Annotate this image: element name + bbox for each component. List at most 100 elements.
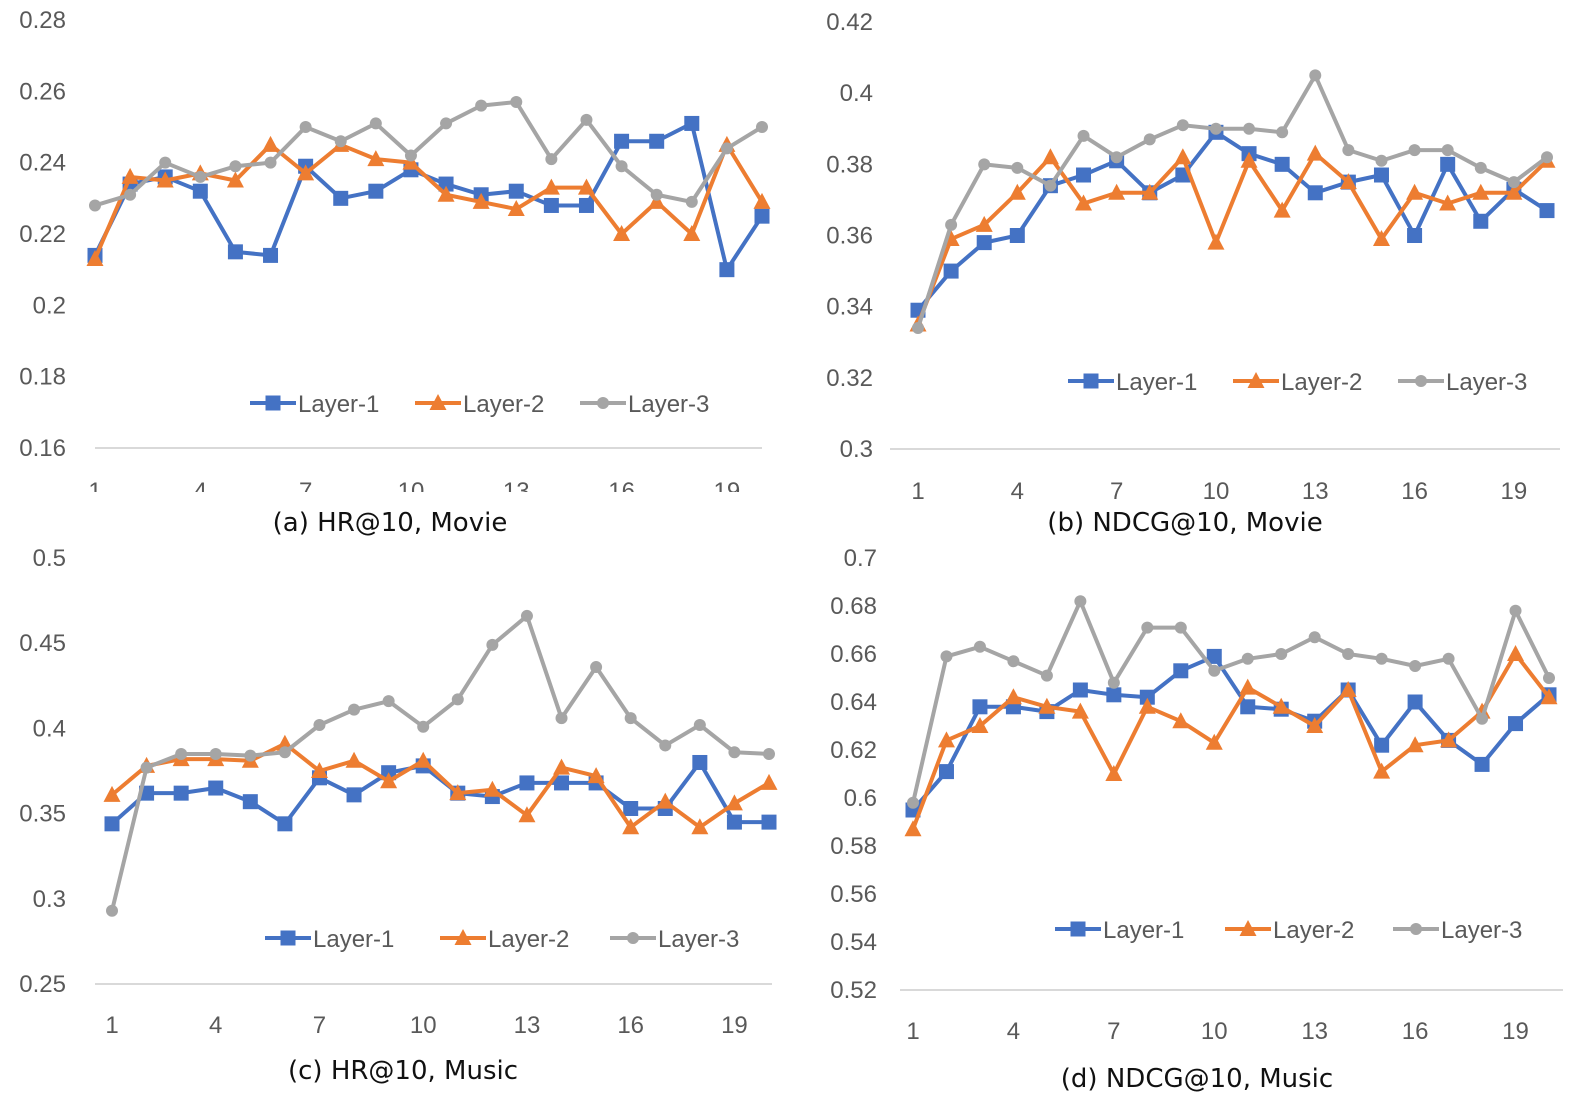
data-point: [104, 816, 120, 832]
legend-label: Layer-2: [463, 391, 544, 418]
data-point: [1409, 660, 1422, 672]
data-point: [973, 640, 986, 653]
y-tick-label: 0.25: [19, 971, 66, 998]
data-point: [1205, 733, 1223, 750]
data-point: [1474, 756, 1490, 772]
data-point: [438, 176, 454, 192]
data-point: [1176, 119, 1189, 132]
data-point: [1309, 69, 1322, 82]
legend-item: Layer-3: [580, 391, 709, 418]
data-point: [1273, 201, 1291, 218]
data-point: [684, 115, 700, 131]
x-tick-label: 7: [1107, 1018, 1120, 1045]
legend-label: Layer-3: [628, 391, 709, 418]
data-point: [763, 747, 775, 760]
data-point: [554, 775, 570, 791]
data-point: [1077, 129, 1090, 142]
x-tick-label: 7: [1110, 478, 1123, 505]
data-point: [313, 718, 326, 731]
x-tick-label: 1: [88, 478, 101, 505]
data-point: [140, 761, 153, 774]
data-point: [1307, 185, 1323, 201]
data-point: [615, 160, 628, 173]
x-tick-label: 1: [906, 1018, 919, 1045]
data-point: [587, 767, 605, 784]
data-point: [333, 190, 349, 206]
data-point: [1308, 631, 1321, 644]
data-point: [334, 135, 347, 148]
y-tick-label: 0.3: [840, 436, 873, 463]
data-point: [263, 247, 279, 263]
y-tick-label: 0.26: [19, 78, 66, 105]
x-tick-label: 13: [1301, 1018, 1328, 1045]
y-tick-labels: 0.16 0.18 0.2 0.22 0.24 0.26 0.28: [19, 7, 66, 462]
series-line: [93, 142, 764, 260]
legend-swatch-marker: [454, 929, 472, 945]
x-tick-label: 13: [503, 478, 530, 505]
x-tick-labels: 1 4 7 10 13 16 19: [906, 1018, 1529, 1045]
data-point: [297, 164, 315, 181]
data-point: [1374, 737, 1390, 753]
data-point: [1407, 694, 1423, 710]
data-point: [656, 792, 674, 809]
data-point: [1539, 203, 1555, 219]
x-tick-label: 19: [1501, 478, 1528, 505]
x-tick-label: 7: [299, 478, 312, 505]
data-point: [1106, 687, 1122, 703]
y-tick-label: 0.45: [19, 630, 66, 657]
data-point: [380, 772, 398, 789]
data-point: [761, 814, 777, 830]
data-point: [1508, 716, 1524, 732]
y-tick-label: 0.34: [826, 294, 873, 321]
x-tick-label: 4: [194, 478, 207, 505]
data-point: [760, 773, 778, 790]
data-point: [417, 720, 430, 733]
x-tick-label: 7: [313, 1012, 326, 1039]
data-point: [1241, 652, 1254, 665]
y-tick-label: 0.68: [830, 593, 877, 620]
data-point: [440, 117, 453, 130]
data-point: [472, 192, 490, 209]
data-point: [1038, 697, 1056, 714]
legend-item: Layer-1: [1055, 917, 1184, 944]
data-point: [242, 794, 258, 810]
data-point: [1071, 702, 1089, 719]
legend-label: Layer-2: [1273, 917, 1354, 944]
x-tick-labels: 1 4 7 10 13 16 19: [911, 478, 1527, 505]
y-tick-label: 0.38: [826, 151, 873, 178]
legend-label: Layer-3: [1446, 369, 1527, 396]
legend-item: Layer-1: [1068, 369, 1197, 396]
x-tick-label: 16: [608, 478, 635, 505]
data-point: [1075, 194, 1093, 211]
data-point: [1076, 167, 1092, 183]
data-point: [192, 183, 208, 199]
data-point: [1011, 161, 1024, 174]
y-tick-label: 0.4: [840, 80, 873, 107]
data-point: [648, 192, 666, 209]
y-tick-label: 0.64: [830, 689, 877, 716]
x-tick-label: 4: [1011, 478, 1024, 505]
legend-label: Layer-2: [488, 926, 569, 953]
data-point: [1009, 228, 1025, 243]
y-tick-label: 0.5: [33, 545, 66, 572]
series-layer-2: [904, 645, 1558, 837]
data-point: [1110, 151, 1123, 164]
x-tick-label: 1: [911, 478, 924, 505]
data-point: [975, 215, 993, 232]
data-point: [1373, 167, 1389, 183]
legend-label: Layer-3: [1441, 917, 1522, 944]
data-point: [1209, 122, 1222, 135]
data-point: [720, 142, 733, 155]
y-tick-label: 0.66: [830, 641, 877, 668]
data-point: [753, 192, 771, 209]
legend-swatch-marker: [1070, 921, 1086, 937]
data-point: [972, 699, 988, 715]
data-point: [1509, 604, 1522, 617]
series-layer-2: [86, 135, 771, 266]
x-tick-label: 19: [721, 1012, 748, 1039]
data-point: [624, 712, 637, 725]
data-point: [590, 661, 603, 674]
data-point: [1407, 228, 1423, 243]
data-point: [382, 695, 395, 708]
